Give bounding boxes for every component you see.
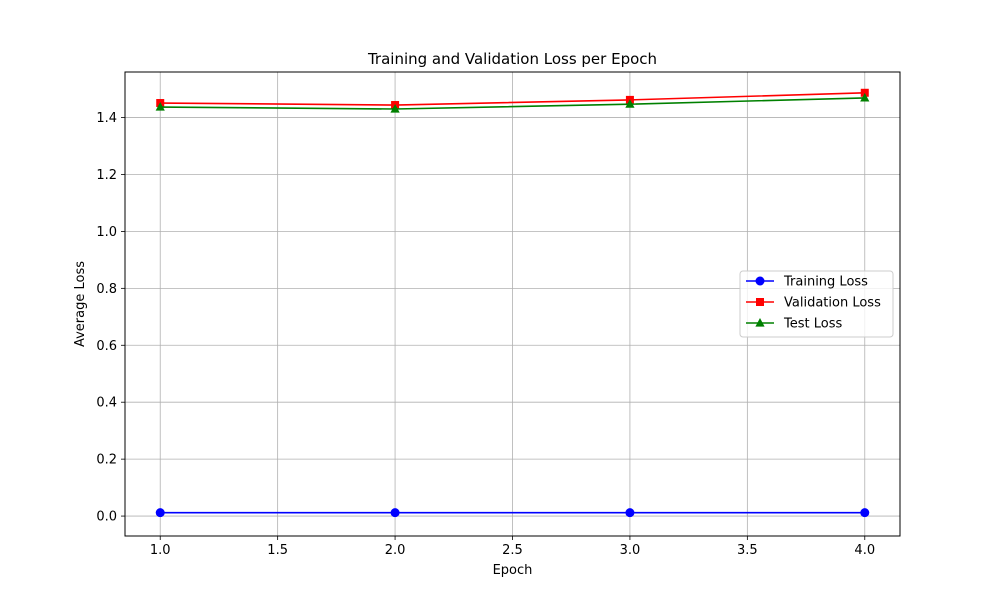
legend-swatch-marker (755, 318, 765, 327)
legend-label: Validation Loss (784, 296, 881, 311)
legend-item-validation-loss: Validation Loss (746, 296, 881, 311)
legend-swatch-marker (756, 298, 764, 306)
y-axis-label: Average Loss (73, 261, 88, 347)
x-tick-label: 4.0 (854, 543, 875, 558)
training-loss-point (625, 508, 635, 518)
x-axis-label: Epoch (493, 563, 533, 578)
x-tick-label: 2.0 (385, 543, 406, 558)
legend-item-training-loss: Training Loss (746, 275, 868, 290)
x-tick-label: 3.0 (620, 543, 641, 558)
chart-title: Training and Validation Loss per Epoch (367, 50, 657, 68)
test-loss-point (860, 92, 870, 102)
test-loss-point (625, 99, 635, 108)
y-tick-label: 0.2 (96, 453, 117, 468)
y-tick-label: 0.4 (96, 396, 117, 411)
x-tick-label: 1.0 (150, 543, 171, 558)
y-tick-label: 1.2 (96, 168, 117, 183)
legend-box (739, 270, 894, 338)
test-loss-point (390, 104, 400, 113)
legend-item-test-loss: Test Loss (746, 317, 842, 332)
legend-label: Test Loss (783, 317, 842, 332)
training-loss-point (155, 508, 165, 518)
series-test-loss (155, 92, 870, 113)
axis-ticks: 1.0 1.5 2.0 2.5 3.0 3.5 4.0 0.0 0.2 0.4 0.6 0.8 1.0 1… (96, 111, 875, 558)
legend-swatch-marker (755, 276, 765, 286)
legend-entries: Training Loss Validation Loss Test Loss (746, 275, 881, 332)
x-tick-label: 3.5 (737, 543, 758, 558)
validation-loss-point (860, 88, 869, 97)
y-tick-label: 0.8 (96, 282, 117, 297)
legend-label: Training Loss (783, 275, 868, 290)
x-tick-label: 2.5 (502, 543, 523, 558)
validation-loss-line (160, 91, 865, 106)
series-layer (155, 88, 870, 518)
x-tick-label: 1.5 (267, 543, 288, 558)
test-loss-point (155, 102, 165, 111)
y-tick-label: 1.0 (96, 225, 117, 240)
grid-lines (125, 72, 900, 536)
training-loss-point (390, 508, 400, 518)
y-tick-label: 1.4 (96, 111, 117, 126)
y-tick-label: 0.6 (96, 339, 117, 354)
series-training-loss (155, 508, 870, 518)
test-loss-line (160, 97, 865, 110)
training-loss-point (860, 508, 870, 518)
legend: Training Loss Validation Loss Test Loss (739, 270, 894, 338)
y-tick-label: 0.0 (96, 510, 117, 525)
